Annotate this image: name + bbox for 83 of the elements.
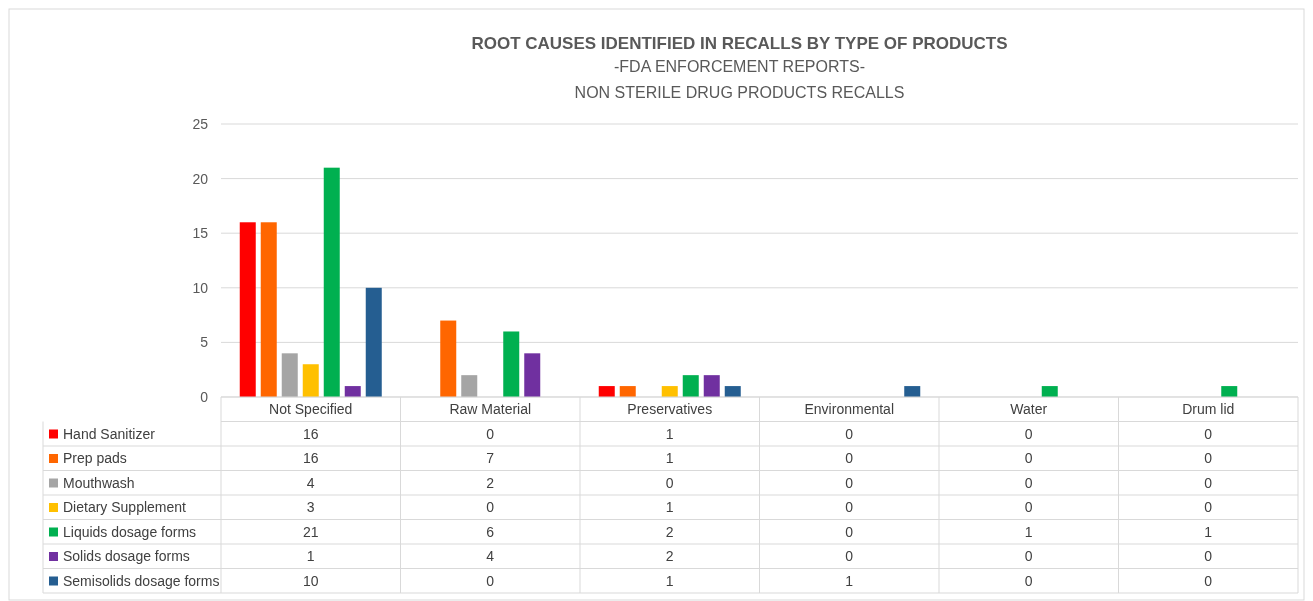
data-label: 0 [845,450,854,466]
data-label: 0 [1024,425,1033,442]
bar [619,386,636,397]
y-tick-label: 15 [192,225,209,242]
bar [260,222,277,397]
data-label: 10 [302,572,319,589]
legend-label: Solids dosage forms [63,548,190,564]
legend-label: Semisolids dosage forms [63,572,220,589]
bar [302,364,319,397]
bar [281,353,298,397]
x-tick-label: Raw Material [449,401,532,417]
data-label: 1 [1024,523,1033,540]
data-label: 0 [845,523,854,540]
chart-subtitle: -FDA ENFORCEMENT REPORTS- NON STERILE DRUG PRODUCTS RECALLS [574,58,905,101]
x-tick-label: Water [1010,401,1048,417]
y-tick-label: 20 [192,170,209,187]
legend-label: Liquids dosage forms [63,523,197,540]
data-label: 1 [665,425,674,442]
x-tick-label: Preservatives [627,401,713,417]
legend-label: Dietary Supplement [63,499,187,515]
data-label: 0 [1204,572,1213,589]
bar [682,375,699,397]
bar [503,331,520,397]
data-label: 0 [1024,572,1033,589]
data-label: 0 [1204,450,1213,466]
data-label: 0 [1204,425,1213,442]
data-label: 16 [302,450,319,466]
bar [1221,386,1238,397]
data-label: 2 [665,523,674,540]
legend-label: Mouthwash [63,474,135,491]
data-label: 0 [665,474,674,491]
bar [1041,386,1058,397]
data-label: 1 [1204,523,1213,540]
x-tick-label: Not Specified [269,401,353,417]
bar [239,222,256,397]
bar [724,386,741,397]
bar [365,287,382,397]
data-label: 1 [845,572,854,589]
data-label: 0 [845,499,854,515]
data-label: 7 [486,450,495,466]
bar [904,386,921,397]
data-label: 0 [845,425,854,442]
data-label: 0 [1204,499,1213,515]
bar [461,375,478,397]
data-label: 4 [486,548,495,564]
data-label: 1 [665,499,674,515]
data-label: 2 [665,548,674,564]
data-label: 0 [845,548,854,564]
bar [661,386,678,397]
data-label: 0 [486,425,495,442]
bar [598,386,615,397]
chart-title: ROOT CAUSES IDENTIFIED IN RECALLS BY TYPE OF PRODUCTS [471,34,1008,53]
data-label: 1 [665,450,674,466]
x-tick-label: Drum lid [1182,401,1235,417]
data-label: 6 [486,523,495,540]
x-tick-label: Environmental [804,401,894,417]
data-label: 0 [486,499,495,515]
data-label: 1 [665,572,674,589]
bar [524,353,541,397]
y-tick-label: 10 [192,279,209,296]
data-label: 16 [302,425,319,442]
data-label: 1 [306,548,315,564]
data-label: 0 [486,572,495,589]
bar [323,167,340,397]
data-label: 2 [486,474,495,491]
legend-label: Hand Sanitizer [63,425,156,442]
bar [703,375,720,397]
bar [440,320,457,397]
data-label: 0 [1024,499,1033,515]
data-label: 21 [302,523,319,540]
bar [344,386,361,397]
y-tick-label: 5 [200,334,209,351]
y-tick-label: 25 [192,116,209,132]
data-label: 4 [306,474,315,491]
data-label: 0 [1204,548,1213,564]
legend-label: Prep pads [63,450,127,466]
data-label: 0 [1204,474,1213,491]
data-label: 0 [1024,450,1033,466]
data-label: 0 [845,474,854,491]
y-tick-label: 0 [200,389,209,405]
data-label: 0 [1024,548,1033,564]
data-label: 0 [1024,474,1033,491]
data-label: 3 [306,499,315,515]
